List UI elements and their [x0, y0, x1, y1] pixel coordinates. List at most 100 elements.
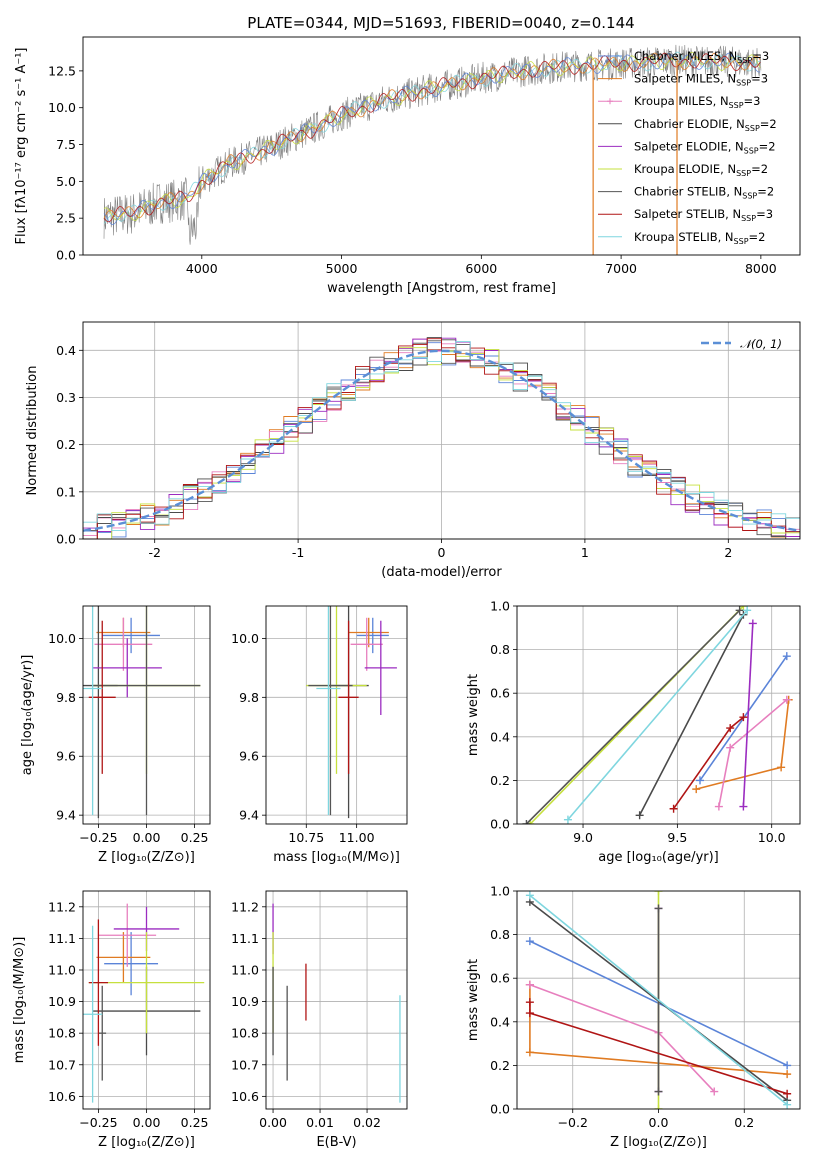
- residuals-ytick-label: 0.4: [56, 343, 76, 358]
- residuals-xtick-label: 0: [438, 545, 446, 560]
- age_vs_mass-ytick-label: 9.4: [239, 808, 259, 823]
- mass_vs_ebv-xtick-label: 0.00: [259, 1115, 287, 1130]
- mass_vs_Z-ytick-label: 11.0: [48, 962, 76, 977]
- weight-marker-kroupa_miles: [525, 980, 534, 989]
- mass_vs_Z-ylabel: mass [log₁₀(M/M⊙)]: [12, 937, 27, 1064]
- weight-marker-kroupa_miles: [782, 695, 791, 704]
- weight-marker-salpeter_miles: [525, 1048, 534, 1057]
- massweight_vs_Z-ytick-label: 0.6: [490, 971, 510, 986]
- mass_vs_Z-ytick-label: 10.9: [48, 994, 76, 1009]
- weight-marker-kroupa_stelib: [743, 606, 752, 615]
- mass_vs_ebv-ytick-label: 10.7: [231, 1057, 259, 1072]
- model-spectrum-line-chabrier_miles: [103, 52, 761, 226]
- legend-label-sub: SSP: [745, 124, 760, 133]
- mass_vs_Z-ytick-label: 11.1: [48, 931, 76, 946]
- mass_vs_ebv-xtick-label: 0.01: [306, 1115, 334, 1130]
- legend-label-normal: 𝒩(0, 1): [740, 337, 782, 351]
- mass_vs_ebv-ytick-label: 11.1: [231, 931, 259, 946]
- massweight_vs_Z-ytick-label: 0.0: [490, 1102, 510, 1117]
- weight-marker-kroupa_elodie: [654, 1105, 663, 1109]
- mass_vs_ebv-xlabel: E(B-V): [316, 1135, 356, 1150]
- weight-line-chabrier_elodie: [638, 614, 745, 816]
- weight-marker-chabrier_miles: [783, 1061, 792, 1070]
- legend-label-chabrier_elodie: Chabrier ELODIE, NSSP=2: [634, 117, 777, 133]
- age_vs_Z-ytick-label: 9.4: [56, 808, 76, 823]
- mass_vs_Z-plot-area: [83, 903, 205, 1103]
- mass_vs_ebv-plot-area: [272, 903, 401, 1103]
- residuals-xtick-label: -2: [148, 545, 160, 560]
- massweight_vs_age-xtick-label: 9.5: [667, 830, 687, 845]
- massweight_vs_age-ytick-label: 0.6: [490, 686, 510, 701]
- legend-label-sub: SSP: [737, 56, 752, 65]
- legend-label-sub: SSP: [736, 79, 751, 88]
- mass_vs_Z-frame: [82, 890, 211, 1110]
- mass_vs_ebv-ytick-label: 11.2: [231, 899, 259, 914]
- weight-marker-kroupa_stelib: [563, 815, 572, 824]
- legend-marker-kroupa_miles: [607, 98, 613, 105]
- age_vs_Z-ytick-label: 9.6: [56, 749, 76, 764]
- legend-label-suffix: =3: [751, 72, 768, 86]
- residuals-xtick-label: -1: [292, 545, 304, 560]
- weight-line-kroupa_stelib: [529, 894, 788, 1106]
- age_vs_mass-plot-area: [306, 606, 397, 819]
- massweight_vs_age-frame: [516, 605, 801, 825]
- age_vs_mass-ytick-label: 9.6: [239, 749, 259, 764]
- mass_vs_Z-ytick-label: 11.2: [48, 899, 76, 914]
- weight-marker-salpeter_stelib: [739, 713, 748, 722]
- massweight_vs_Z-panel: −0.2 0.0 0.2 0.0 0.2 0.4 0.6 0.8 1.0 Z [log₁₀(Z/Z…: [466, 884, 801, 1150]
- legend-label-suffix: =3: [744, 94, 761, 108]
- massweight_vs_age-ytick-label: 0.0: [490, 817, 510, 832]
- massweight_vs_Z-xtick-label: 0.2: [734, 1115, 754, 1130]
- weight-marker-kroupa_miles: [710, 1087, 719, 1096]
- weight-marker-chabrier_elodie: [635, 811, 644, 820]
- legend-label-salpeter_elodie: Salpeter ELODIE, NSSP=2: [634, 139, 776, 155]
- weight-marker-kroupa_elodie: [654, 891, 663, 895]
- legend-label-sub: SSP: [736, 169, 751, 178]
- age_vs_Z-xtick-label: 0.25: [181, 830, 209, 845]
- age_vs_Z-frame: [82, 605, 211, 825]
- legend-label-suffix: =2: [757, 185, 774, 199]
- residuals-xlabel: (data-model)/error: [381, 565, 502, 580]
- massweight_vs_Z-xlabel: Z [log₁₀(Z/Z⊙)]: [610, 1135, 707, 1150]
- weight-line-kroupa_stelib: [567, 609, 748, 821]
- model-spectrum-line-salpeter_miles: [103, 52, 761, 219]
- age_vs_Z-xtick-label: 0.00: [133, 830, 161, 845]
- legend-label-chabrier_stelib: Chabrier STELIB, NSSP=2: [634, 185, 774, 201]
- massweight_vs_Z-plot-area: [525, 891, 792, 1109]
- age_vs_mass-ytick-label: 10.0: [231, 631, 259, 646]
- legend-label-chabrier_miles: Chabrier MILES, NSSP=3: [634, 49, 769, 65]
- age_vs_mass-xtick-label: 10.75: [288, 830, 324, 845]
- histogram-step-kroupa_stelib: [83, 341, 800, 538]
- residuals-ylabel: Normed distribution: [25, 366, 40, 496]
- weight-marker-kroupa_stelib: [525, 891, 534, 900]
- massweight_vs_age-xtick-label: 9.0: [573, 830, 593, 845]
- massweight_vs_Z-ytick-label: 1.0: [490, 884, 510, 899]
- spectrum-title: PLATE=0344, MJD=51693, FIBERID=0040, z=0…: [247, 14, 634, 32]
- mass_vs_ebv-ytick-label: 11.0: [231, 962, 259, 977]
- massweight_vs_age-ylabel: mass weight: [466, 674, 481, 756]
- weight-marker-salpeter_miles: [692, 785, 701, 794]
- mass_vs_Z-xtick-label: −0.25: [79, 1115, 117, 1130]
- weight-marker-salpeter_stelib: [525, 1009, 534, 1018]
- weight-marker-salpeter_stelib: [669, 804, 678, 813]
- weight-marker-kroupa_elodie: [739, 606, 748, 610]
- age_vs_Z-plot-area: [83, 606, 201, 819]
- spectrum-frame: [82, 36, 801, 256]
- residuals-ytick-label: 0.1: [56, 484, 76, 499]
- legend-label-salpeter_stelib: Salpeter STELIB, NSSP=3: [634, 207, 773, 223]
- legend-label-sub: SSP: [741, 214, 756, 223]
- model-spectrum-line-kroupa_elodie: [103, 51, 761, 221]
- model-spectrum-line-salpeter_stelib: [103, 52, 761, 223]
- weight-marker-chabrier_stelib: [735, 606, 744, 615]
- age_vs_Z-xtick-label: −0.25: [79, 830, 117, 845]
- massweight_vs_age-ytick-label: 0.8: [490, 642, 510, 657]
- spectrum-ylabel: Flux [fλ10⁻¹⁷ erg cm⁻² s⁻¹ A⁻¹]: [14, 48, 29, 245]
- massweight_vs_Z-ytick-label: 0.4: [490, 1014, 510, 1029]
- legend-label-suffix: =2: [759, 139, 776, 153]
- massweight_vs_Z-ytick-label: 0.8: [490, 927, 510, 942]
- mass_vs_Z-xtick-label: 0.00: [133, 1115, 161, 1130]
- weight-marker-salpeter_elodie: [748, 619, 757, 628]
- age_vs_mass-frame: [265, 605, 408, 825]
- massweight_vs_Z-xtick-label: 0.0: [649, 1115, 669, 1130]
